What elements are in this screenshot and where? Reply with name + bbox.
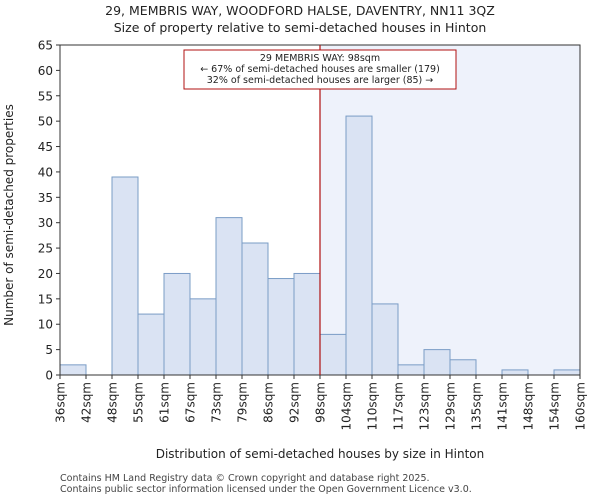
bar-79sqm	[241, 242, 269, 376]
y-tick-label: 65	[38, 39, 53, 53]
annotation-line-3: 32% of semi-detached houses are larger (…	[207, 75, 434, 86]
x-tick-label: 117sqm	[392, 382, 406, 430]
y-tick-label: 25	[38, 242, 53, 256]
x-tick-label: 48sqm	[106, 382, 120, 423]
x-axis: 36sqm 42sqm 48sqm 55sqm 61sqm 67sqm 73sqm 79sqm…	[54, 375, 588, 430]
y-axis-label: Number of semi-detached properties	[2, 104, 16, 326]
y-tick-label: 50	[38, 115, 53, 129]
bar-98sqm	[319, 333, 347, 376]
y-tick-label: 55	[38, 89, 53, 103]
y-tick-label: 30	[38, 216, 53, 230]
y-tick-label: 15	[38, 292, 53, 306]
bar-61sqm	[163, 272, 191, 376]
bar-129sqm	[449, 359, 477, 376]
annotation-box: 29 MEMBRIS WAY: 98sqm ← 67% of semi-deta…	[183, 49, 457, 90]
x-tick-label: 86sqm	[262, 382, 276, 423]
x-tick-label: 79sqm	[236, 382, 250, 423]
x-tick-label: 135sqm	[470, 382, 484, 430]
x-axis-label: Distribution of semi-detached houses by …	[156, 447, 485, 461]
x-tick-label: 129sqm	[444, 382, 458, 430]
x-tick-label: 141sqm	[496, 382, 510, 430]
footer-line-2: Contains public sector information licen…	[60, 484, 472, 495]
y-tick-label: 5	[45, 343, 53, 357]
bar-141sqm	[501, 369, 529, 376]
x-tick-label: 98sqm	[314, 382, 328, 423]
x-tick-label: 67sqm	[184, 382, 198, 423]
bar-55sqm	[137, 313, 165, 376]
x-tick-label: 154sqm	[548, 382, 562, 430]
bar-117sqm	[397, 364, 425, 376]
bar-36sqm	[59, 364, 87, 376]
footer: Contains HM Land Registry data © Crown c…	[60, 473, 472, 495]
bar-123sqm	[423, 349, 451, 376]
x-tick-label: 36sqm	[54, 382, 68, 423]
y-tick-label: 45	[38, 140, 53, 154]
x-tick-label: 55sqm	[132, 382, 146, 423]
x-tick-label: 148sqm	[522, 382, 536, 430]
y-tick-label: 40	[38, 165, 53, 179]
bar-73sqm	[215, 217, 243, 376]
y-tick-label: 0	[45, 369, 53, 383]
bar-series	[59, 115, 581, 376]
bar-48sqm	[111, 176, 139, 376]
y-tick-label: 35	[38, 191, 53, 205]
chart-title: 29, MEMBRIS WAY, WOODFORD HALSE, DAVENTR…	[105, 3, 495, 18]
x-tick-label: 123sqm	[418, 382, 432, 430]
y-tick-label: 10	[38, 318, 53, 332]
x-tick-label: 61sqm	[158, 382, 172, 423]
bar-104sqm	[345, 115, 373, 376]
x-tick-label: 42sqm	[80, 382, 94, 423]
footer-line-1: Contains HM Land Registry data © Crown c…	[60, 473, 430, 484]
x-tick-label: 73sqm	[210, 382, 224, 423]
chart-subtitle: Size of property relative to semi-detach…	[114, 20, 487, 35]
x-tick-label: 104sqm	[340, 382, 354, 430]
bar-92sqm	[293, 272, 321, 376]
x-tick-label: 92sqm	[288, 382, 302, 423]
bar-67sqm	[189, 298, 217, 376]
bar-110sqm	[371, 303, 399, 376]
bar-154sqm	[553, 369, 581, 376]
y-tick-label: 20	[38, 267, 53, 281]
x-tick-label: 160sqm	[574, 382, 588, 430]
x-tick-label: 110sqm	[366, 382, 380, 430]
y-tick-label: 60	[38, 64, 53, 78]
y-axis: 0 5 10 15 20 25 30 35 40 45 50 55 60 65	[38, 39, 60, 383]
annotation-line-2: ← 67% of semi-detached houses are smalle…	[200, 64, 440, 75]
bar-86sqm	[267, 278, 295, 376]
annotation-line-1: 29 MEMBRIS WAY: 98sqm	[260, 53, 380, 64]
